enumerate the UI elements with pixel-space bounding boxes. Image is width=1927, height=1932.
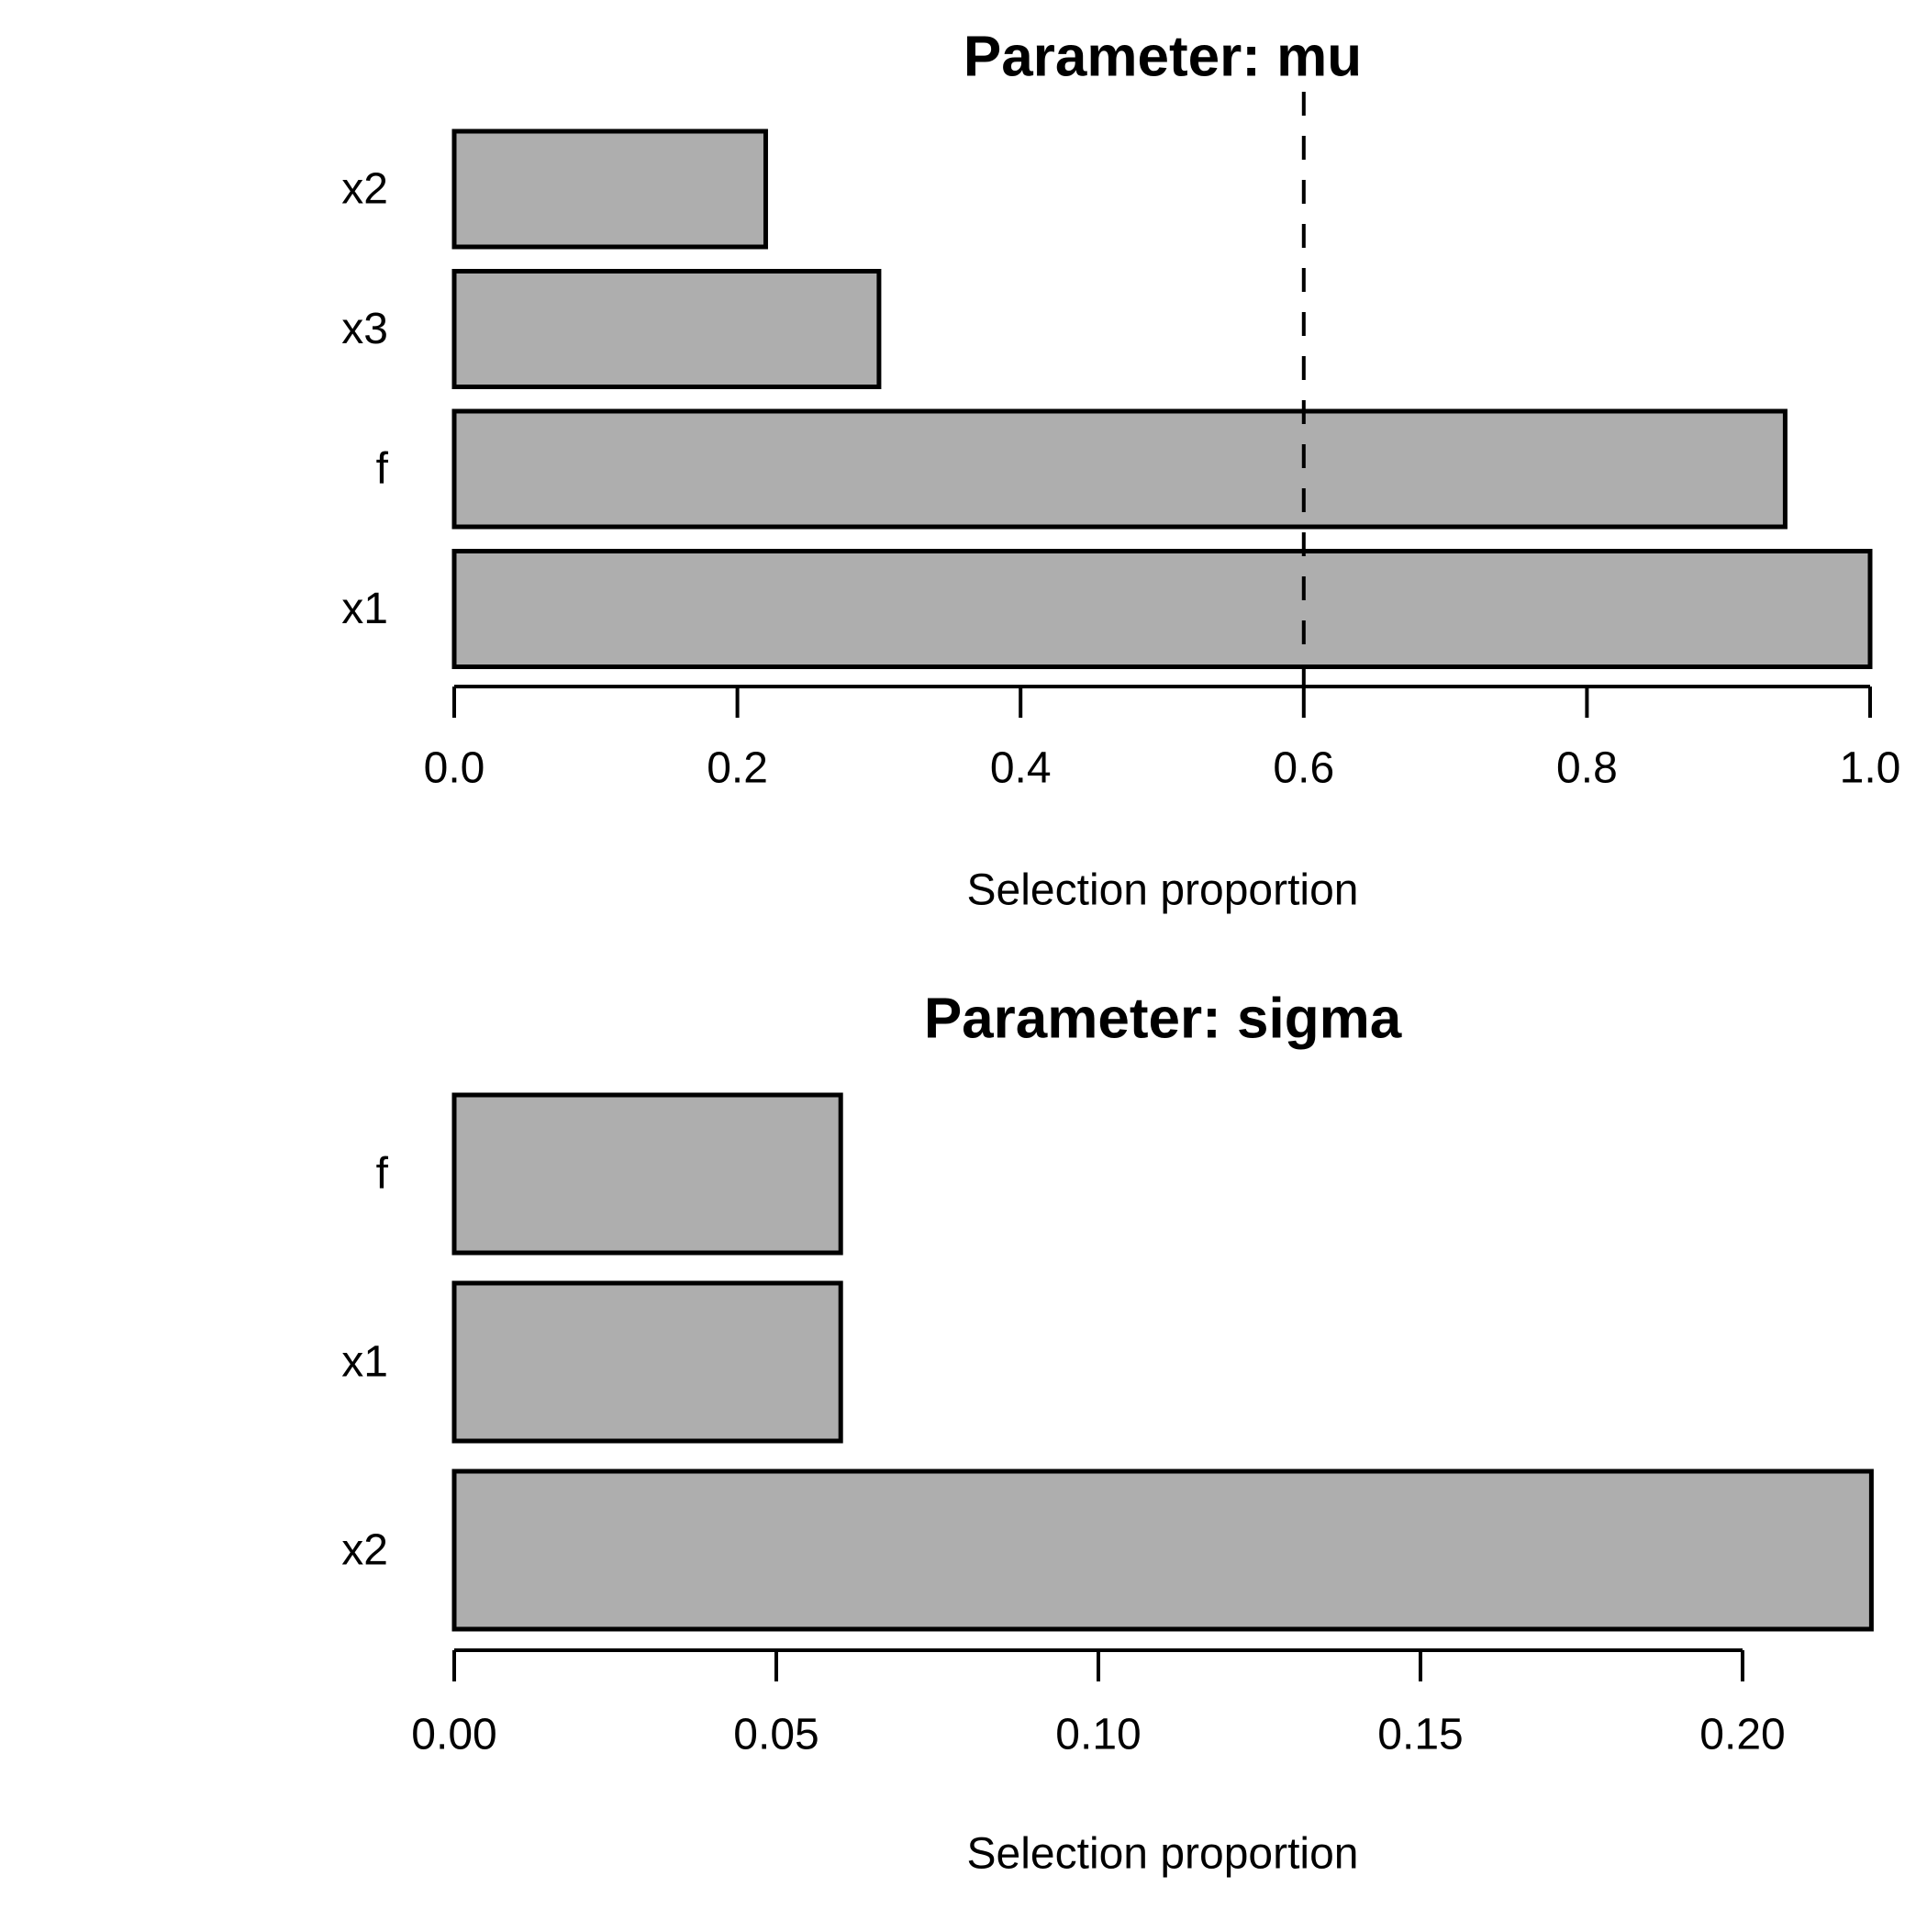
bar-x1 bbox=[451, 549, 1873, 669]
chart-title-sigma: Parameter: sigma bbox=[924, 988, 1402, 1051]
x-axis-label-mu: Selection proportion bbox=[967, 866, 1359, 915]
bar-f bbox=[451, 408, 1788, 530]
category-label-x1: x1 bbox=[341, 1338, 388, 1387]
x-axis-mu: 0.0 0.2 0.4 0.6 0.8 1.0 bbox=[424, 685, 1901, 793]
category-label-f: f bbox=[376, 445, 389, 494]
bar-f bbox=[451, 1092, 843, 1256]
x-axis-tick-label: 0.0 bbox=[424, 744, 485, 793]
category-label-x1: x1 bbox=[341, 585, 388, 633]
category-label-x2: x2 bbox=[341, 165, 388, 214]
x-axis-tick-label: 1.0 bbox=[1840, 744, 1901, 793]
x-axis-tick-label: 0.20 bbox=[1699, 1711, 1785, 1759]
category-label-f: f bbox=[376, 1150, 389, 1199]
bar-x1 bbox=[451, 1280, 843, 1444]
x-axis-tick-label: 0.15 bbox=[1377, 1711, 1463, 1759]
x-axis-tick-label: 0.6 bbox=[1273, 744, 1334, 793]
chart-title-mu: Parameter: mu bbox=[964, 26, 1362, 89]
x-axis-sigma: 0.00 0.05 0.10 0.15 0.20 bbox=[411, 1648, 1786, 1759]
x-axis-tick-label: 0.4 bbox=[990, 744, 1052, 793]
category-label-x2: x2 bbox=[341, 1526, 388, 1575]
bars-group-sigma: f x1 x2 bbox=[341, 1092, 1874, 1632]
x-axis-label-sigma: Selection proportion bbox=[967, 1830, 1359, 1879]
x-axis-tick-label: 0.8 bbox=[1556, 744, 1618, 793]
x-axis-tick-label: 0.00 bbox=[411, 1711, 496, 1759]
x-axis-tick-label: 0.10 bbox=[1055, 1711, 1141, 1759]
x-axis-tick-label: 0.2 bbox=[707, 744, 768, 793]
bar-x2 bbox=[451, 128, 768, 250]
bars-group-mu: x2 x3 f x1 bbox=[341, 92, 1873, 687]
x-axis-tick-label: 0.05 bbox=[733, 1711, 819, 1759]
bar-x2 bbox=[451, 1469, 1874, 1632]
chart-parameter-mu: Parameter: mu x2 x3 f x1 0.0 0.2 0.4 0.6 0.8 1.0… bbox=[341, 26, 1900, 915]
category-label-x3: x3 bbox=[341, 305, 388, 353]
bar-x3 bbox=[451, 269, 882, 389]
